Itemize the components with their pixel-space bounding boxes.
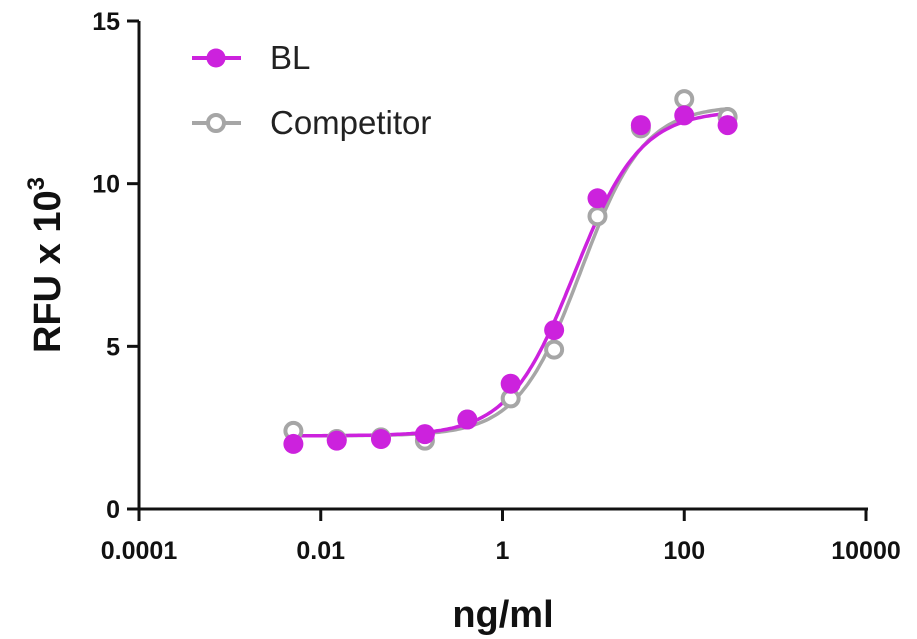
legend-bl-marker [206,48,226,68]
x-tick-label: 10000 [831,537,901,565]
data-point-bl [457,409,478,430]
y-tick-label: 0 [106,496,120,524]
y-axis-title: RFU x 103 [23,177,69,353]
axes [137,21,868,511]
data-point-bl [674,105,695,126]
x-tick-label: 1 [496,537,510,565]
x-tick-label: 0.01 [296,537,345,565]
y-axis-title-main: RFU x 10 [27,190,69,353]
data-point-bl [326,430,347,451]
y-ticks: 0 5 10 15 [92,8,139,524]
y-axis-title-exponent: 3 [23,177,50,190]
x-axis-title: ng/ml [452,594,553,636]
data-point-bl [500,373,521,394]
data-point-bl [370,429,391,450]
x-tick-label: 100 [663,537,705,565]
legend-competitor-marker [206,113,226,133]
data-point-competitor [674,89,695,110]
y-tick-label: 15 [92,8,120,36]
data-point-bl [414,424,435,445]
x-tick-label: 0.0001 [101,537,178,565]
legend-competitor-label: Competitor [270,104,431,141]
data-point-competitor [587,206,608,227]
legend-item-bl: BL [192,39,310,76]
data-point-bl [544,320,565,341]
y-tick-label: 5 [106,333,120,361]
legend-bl-label: BL [270,39,310,76]
legend-item-competitor: Competitor [192,104,431,141]
data-point-competitor [544,339,565,360]
data-point-bl [717,115,738,136]
data-point-bl [587,188,608,209]
legend: BL Competitor [192,39,431,141]
data-points [283,89,738,454]
y-tick-label: 10 [92,171,120,199]
data-point-bl [283,433,304,454]
x-ticks: 0.0001 0.01 1 100 10000 [101,509,901,565]
data-point-bl [630,115,651,136]
